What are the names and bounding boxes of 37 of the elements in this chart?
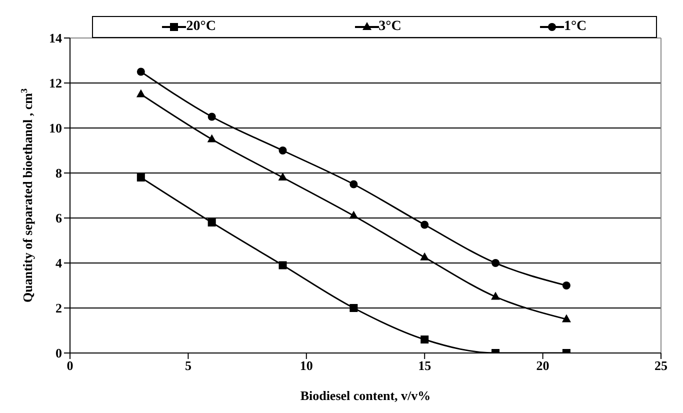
y-tick-label: 8	[56, 166, 62, 181]
legend-label: 1°C	[564, 19, 587, 35]
y-tick-label: 2	[56, 300, 62, 316]
point	[278, 172, 288, 180]
point	[278, 146, 287, 154]
x-axis-title: Biodiesel content, v/v%	[300, 388, 431, 404]
point	[562, 282, 570, 290]
point	[349, 210, 358, 219]
point	[350, 180, 358, 188]
point	[350, 304, 358, 312]
point	[136, 68, 145, 76]
y-tick-label: 14	[49, 30, 62, 46]
point	[420, 252, 430, 260]
point	[208, 112, 216, 121]
y-tick-label: 6	[56, 210, 62, 226]
y-tick-label: 12	[49, 76, 62, 91]
point	[491, 292, 500, 300]
y-tick-label: 0	[56, 346, 62, 361]
legend-label: 20°C	[186, 19, 216, 35]
point	[208, 218, 216, 226]
point	[207, 134, 216, 142]
point	[136, 89, 146, 98]
point	[278, 261, 287, 270]
x-tick-label: 20	[536, 358, 550, 374]
x-tick-label: 5	[184, 358, 192, 374]
y-tick-label: 10	[49, 120, 62, 136]
point	[420, 220, 429, 229]
y-tick-label: 4	[56, 256, 62, 271]
x-tick-label: 25	[654, 358, 668, 374]
x-tick-label: 15	[418, 358, 432, 374]
x-tick-label: 0	[66, 358, 74, 374]
point	[420, 336, 429, 344]
point	[562, 314, 571, 322]
legend-label: 3°C	[378, 19, 402, 35]
point	[136, 174, 145, 182]
point	[492, 259, 500, 267]
x-tick-label: 10	[300, 358, 313, 374]
